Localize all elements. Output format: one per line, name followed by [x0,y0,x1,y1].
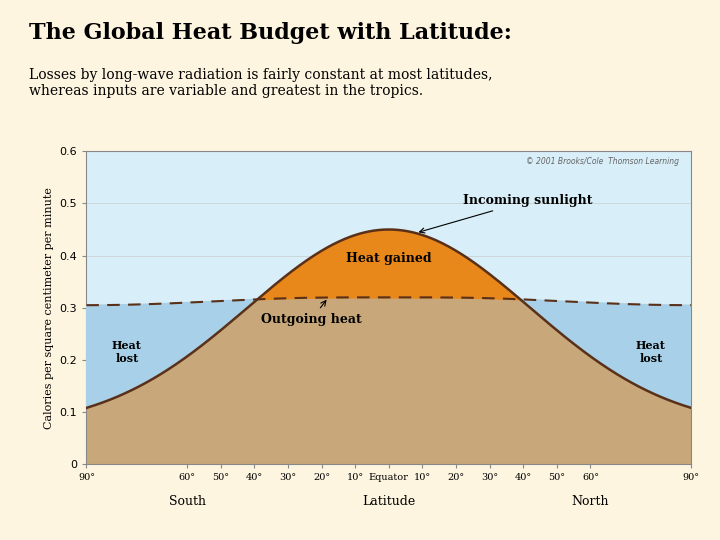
Text: Heat
lost: Heat lost [112,340,142,364]
Text: Losses by long-wave radiation is fairly constant at most latitudes,: Losses by long-wave radiation is fairly … [29,68,492,82]
Text: South: South [168,495,206,508]
Text: whereas inputs are variable and greatest in the tropics.: whereas inputs are variable and greatest… [29,84,423,98]
Text: Incoming sunlight: Incoming sunlight [420,194,593,233]
Text: Heat
lost: Heat lost [636,340,666,364]
Text: Latitude: Latitude [362,495,415,508]
Text: © 2001 Brooks/Cole  Thomson Learning: © 2001 Brooks/Cole Thomson Learning [526,158,679,166]
Text: The Global Heat Budget with Latitude:: The Global Heat Budget with Latitude: [29,22,512,44]
Text: North: North [572,495,609,508]
Text: Outgoing heat: Outgoing heat [261,301,362,326]
Y-axis label: Calories per square centimeter per minute: Calories per square centimeter per minut… [44,187,54,429]
Text: Heat gained: Heat gained [346,252,431,265]
